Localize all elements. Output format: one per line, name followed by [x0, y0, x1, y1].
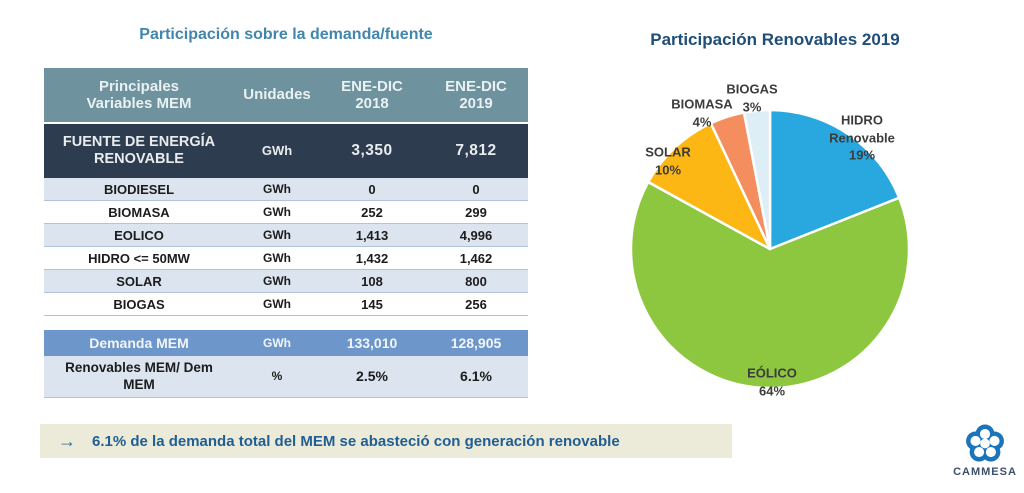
row-name: HIDRO <= 50MW [44, 247, 234, 270]
pie-chart [629, 108, 911, 390]
summary-callout: → 6.1% de la demanda total del MEM se ab… [40, 424, 732, 458]
row-value-2019: 800 [424, 270, 528, 293]
row-value-2018: 133,010 [320, 330, 424, 356]
row-value-2019: 6.1% [424, 356, 528, 398]
row-unit: GWh [234, 293, 320, 316]
table-row-eolico: EOLICO GWh 1,413 4,996 [44, 224, 528, 247]
demand-table: Demanda MEM GWh 133,010 128,905 Renovabl… [44, 330, 528, 398]
row-value-2018: 145 [320, 293, 424, 316]
table-row-biodiesel: BIODIESEL GWh 0 0 [44, 178, 528, 201]
row-value-2018: 1,413 [320, 224, 424, 247]
table-row-demanda-mem: Demanda MEM GWh 133,010 128,905 [44, 330, 528, 356]
row-unit: GWh [234, 330, 320, 356]
pie-label-eolico: EÓLICO 64% [747, 365, 797, 398]
table-header-row: Principales Variables MEM Unidades ENE-D… [44, 68, 528, 122]
row-value-2018: 108 [320, 270, 424, 293]
row-value-2018: 0 [320, 178, 424, 201]
cammesa-logo: CAMMESA [948, 424, 1022, 478]
pie-label-biogas: BIOGAS 3% [726, 81, 778, 114]
row-name: Demanda MEM [44, 330, 234, 356]
row-value-2019: 0 [424, 178, 528, 201]
pie-chart-title: Participación Renovables 2019 [650, 30, 900, 49]
table-row-renovables-ratio: Renovables MEM/ Dem MEM % 2.5% 6.1% [44, 356, 528, 398]
table-row-hidro: HIDRO <= 50MW GWh 1,432 1,462 [44, 247, 528, 270]
row-unit: GWh [234, 247, 320, 270]
row-value-2019: 299 [424, 201, 528, 224]
row-value-2019: 256 [424, 293, 528, 316]
row-value-2018: 252 [320, 201, 424, 224]
arrow-icon: → [58, 430, 76, 451]
row-value-2019: 7,812 [424, 122, 528, 178]
logo-text: CAMMESA [953, 466, 1017, 478]
row-unit: GWh [234, 224, 320, 247]
pie-label-biomasa: BIOMASA 4% [671, 96, 733, 129]
summary-text: 6.1% de la demanda total del MEM se abas… [92, 432, 620, 450]
pie-slice-solar [646, 121, 772, 251]
pie-label-solar: SOLAR 10% [645, 144, 691, 177]
row-value-2018: 3,350 [320, 122, 424, 178]
row-unit: GWh [234, 178, 320, 201]
table-row-solar: SOLAR GWh 108 800 [44, 270, 528, 293]
row-unit: GWh [234, 201, 320, 224]
cammesa-flower-icon [966, 424, 1004, 462]
row-value-2019: 1,462 [424, 247, 528, 270]
row-unit: % [234, 356, 320, 398]
row-value-2018: 1,432 [320, 247, 424, 270]
pie-label-hidro: HIDRO Renovable 19% [829, 112, 895, 163]
row-name: EOLICO [44, 224, 234, 247]
row-value-2019: 128,905 [424, 330, 528, 356]
pie-panel: Participación Renovables 2019 HIDRO Reno… [600, 20, 1024, 440]
table-row-total-renovable: FUENTE DE ENERGÍA RENOVABLE GWh 3,350 7,… [44, 122, 528, 178]
row-name: BIOMASA [44, 201, 234, 224]
row-name: FUENTE DE ENERGÍA RENOVABLE [44, 122, 234, 178]
row-name: Renovables MEM/ Dem MEM [44, 356, 234, 398]
row-value-2018: 2.5% [320, 356, 424, 398]
header-cell-2019: ENE-DIC 2019 [424, 68, 528, 122]
pie-slice-biogas [742, 108, 772, 251]
row-name: BIODIESEL [44, 178, 234, 201]
pie-slice-hidro-renovable [768, 108, 901, 251]
header-cell-variables: Principales Variables MEM [44, 68, 234, 122]
row-name: BIOGAS [44, 293, 234, 316]
row-unit: GWh [234, 122, 320, 178]
mem-variables-table: Principales Variables MEM Unidades ENE-D… [44, 68, 528, 316]
row-name: SOLAR [44, 270, 234, 293]
row-value-2019: 4,996 [424, 224, 528, 247]
table-title: Participación sobre la demanda/fuente [139, 26, 433, 43]
header-cell-unidades: Unidades [234, 68, 320, 122]
header-cell-2018: ENE-DIC 2018 [320, 68, 424, 122]
table-row-biomasa: BIOMASA GWh 252 299 [44, 201, 528, 224]
pie-slice-e-lico [629, 180, 911, 390]
row-unit: GWh [234, 270, 320, 293]
table-row-biogas: BIOGAS GWh 145 256 [44, 293, 528, 316]
